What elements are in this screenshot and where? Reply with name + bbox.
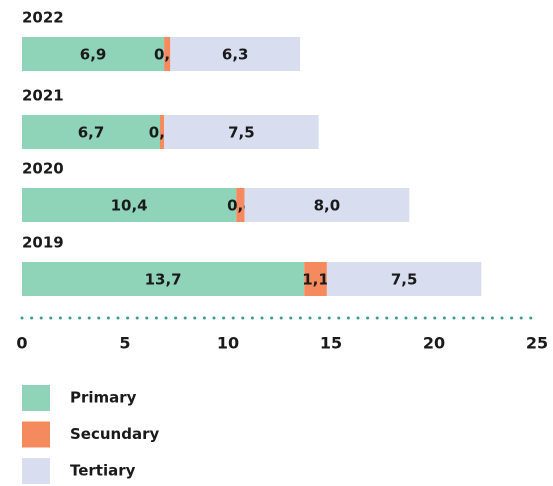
bar-segment bbox=[160, 115, 165, 149]
bar-segment bbox=[22, 262, 305, 296]
bar-segment bbox=[164, 37, 171, 71]
value-label: 10,4 bbox=[111, 197, 148, 215]
value-label: 7,5 bbox=[391, 271, 418, 289]
value-label: 6,3 bbox=[222, 46, 249, 64]
bar-segment bbox=[170, 37, 301, 71]
bar-segment bbox=[164, 115, 319, 149]
x-tick-label: 5 bbox=[119, 334, 130, 353]
bar-segment bbox=[236, 188, 245, 222]
bar-segment bbox=[22, 115, 161, 149]
legend-label: Secundary bbox=[70, 425, 159, 443]
x-tick-label: 20 bbox=[423, 334, 445, 353]
value-label: 7,5 bbox=[228, 124, 255, 142]
category-label: 2019 bbox=[22, 234, 64, 252]
x-tick-label: 15 bbox=[320, 334, 342, 353]
value-label: 13,7 bbox=[145, 271, 182, 289]
category-label: 2021 bbox=[22, 87, 64, 105]
x-tick-label: 0 bbox=[16, 334, 27, 353]
bar-segment bbox=[22, 188, 237, 222]
bar-segment bbox=[304, 262, 327, 296]
value-label: 6,7 bbox=[78, 124, 105, 142]
category-label: 2022 bbox=[22, 9, 64, 27]
value-label: 6,9 bbox=[80, 46, 107, 64]
x-tick-label: 25 bbox=[526, 334, 548, 353]
legend-label: Primary bbox=[70, 389, 137, 407]
legend-swatch bbox=[22, 421, 50, 448]
bar-segment bbox=[244, 188, 410, 222]
legend-label: Tertiary bbox=[70, 462, 136, 480]
bar-segment bbox=[326, 262, 482, 296]
x-tick-label: 10 bbox=[217, 334, 239, 353]
value-label: 8,0 bbox=[314, 197, 341, 215]
category-label: 2020 bbox=[22, 160, 64, 178]
legend-swatch bbox=[22, 385, 50, 411]
value-label: 1,1 bbox=[302, 271, 329, 289]
bar-segment bbox=[22, 37, 165, 71]
legend-swatch bbox=[22, 458, 50, 484]
